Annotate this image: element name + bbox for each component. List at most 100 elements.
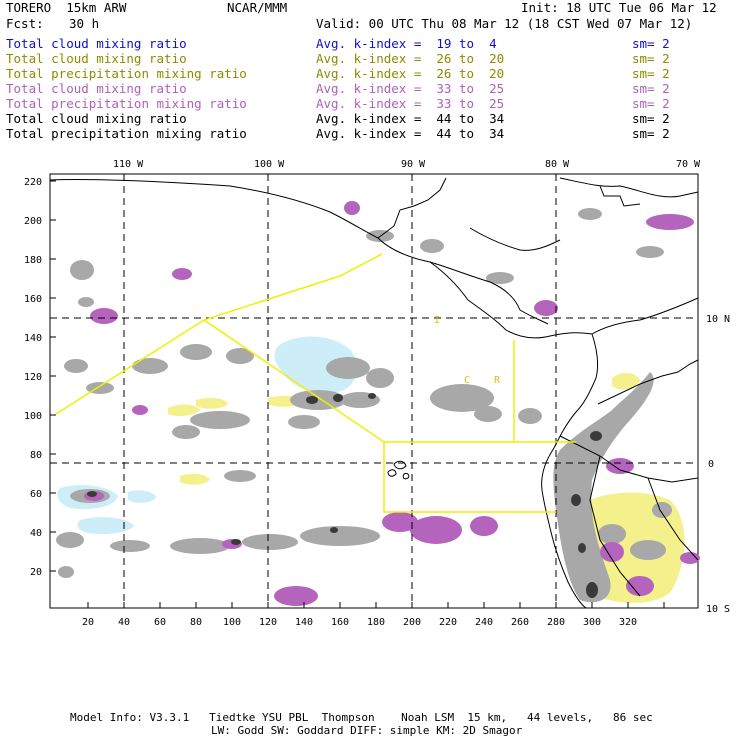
dark-cores: [87, 393, 602, 598]
legend-row: Total precipitation mixing ratio Avg. k-…: [0, 66, 740, 81]
purple-patch: [626, 576, 654, 596]
gray-cloud-patch: [58, 566, 74, 578]
country-border: [559, 435, 699, 483]
gray-cloud-patch: [300, 526, 380, 546]
dark-core: [330, 527, 338, 533]
legend-row: Total precipitation mixing ratio Avg. k-…: [0, 126, 740, 141]
purple-patch: [534, 300, 558, 316]
gray-cloud-patch: [430, 384, 494, 412]
gray-cloud-patch: [326, 357, 370, 379]
legend-kindex: Avg. k-index = 19 to 4: [316, 36, 497, 51]
galapagos-island: [402, 473, 410, 480]
legend-field: Total precipitation mixing ratio: [6, 126, 247, 141]
x-tick-label: 220: [439, 617, 457, 628]
y-axis: [50, 180, 56, 572]
lon-label: 110 W: [113, 159, 144, 170]
x-tick-label: 180: [367, 617, 385, 628]
gray-cloud-patch: [652, 502, 672, 518]
legend-smoothing: sm= 2: [632, 111, 670, 126]
region-label: I: [434, 315, 440, 326]
x-tick-label: 240: [475, 617, 493, 628]
legend-field: Total cloud mixing ratio: [6, 51, 187, 66]
purple-patch: [172, 268, 192, 280]
purple-patch: [382, 512, 418, 532]
x-tick-label: 200: [403, 617, 421, 628]
gray-cloud-patch: [518, 408, 542, 424]
yellow-patch: [168, 404, 200, 417]
lon-label: 80 W: [545, 159, 570, 170]
legend-field: Total precipitation mixing ratio: [6, 96, 247, 111]
yellow-patch: [196, 397, 228, 409]
model-info: Model Info: V3.3.1 Tiedtke YSU PBL Thomp…: [70, 711, 653, 724]
gray-cloud-patch: [190, 411, 250, 429]
gray-cloud-patch: [110, 540, 150, 552]
gray-cloud-patch: [224, 470, 256, 482]
gray-cloud-patch: [474, 406, 502, 422]
gray-cloud-patch: [578, 208, 602, 220]
lat-lon-grid: [50, 174, 698, 608]
x-tick-label: 60: [154, 617, 166, 628]
region-label: R: [494, 375, 501, 386]
legend-smoothing: sm= 2: [632, 81, 670, 96]
region-labels: I C R: [434, 315, 501, 386]
dark-core: [231, 539, 241, 545]
region-boxes: [55, 253, 576, 513]
gray-cloud-patch: [486, 272, 514, 284]
x-axis: [87, 602, 665, 608]
forecast-label: Fcst:: [6, 16, 44, 31]
yellow-patch: [180, 473, 210, 485]
region-boundary: [203, 319, 556, 513]
gray-cloud-patch: [636, 246, 664, 258]
coastlines: [49, 177, 699, 609]
lat-label: 10 N: [706, 314, 730, 325]
dark-core: [306, 396, 318, 404]
light-cloud-patch: [77, 517, 134, 534]
x-tick-label: 160: [331, 617, 349, 628]
gray-cloud-patch: [553, 372, 654, 603]
gray-cloud-patch: [288, 415, 320, 429]
y-tick-label: 140: [24, 333, 42, 344]
x-tick-label: 20: [82, 617, 94, 628]
legend-field: Total cloud mixing ratio: [6, 36, 187, 51]
purple-precip-areas: [84, 201, 700, 606]
gray-cloud-patch: [170, 538, 230, 554]
dark-core: [590, 431, 602, 441]
legend-kindex: Avg. k-index = 33 to 25: [316, 81, 505, 96]
coastline-path: [469, 227, 561, 251]
init-time: Init: 18 UTC Tue 06 Mar 12: [521, 0, 717, 15]
x-tick-label: 140: [295, 617, 313, 628]
dark-core: [571, 494, 581, 506]
legend-row: Total cloud mixing ratio Avg. k-index = …: [0, 81, 740, 96]
map-header: TORERO 15km ARW NCAR/MMM Init: 18 UTC Tu…: [0, 0, 740, 145]
legend-smoothing: sm= 2: [632, 51, 670, 66]
light-cloud-patch: [274, 336, 357, 394]
x-tick-label: 300: [583, 617, 601, 628]
legend-field: Total cloud mixing ratio: [6, 111, 187, 126]
gray-cloud-patch: [366, 368, 394, 388]
gray-cloud-patch: [70, 260, 94, 280]
coastline-path: [541, 333, 599, 609]
latitude-labels: 10 N 0 10 S: [706, 314, 730, 615]
y-tick-label: 60: [30, 489, 42, 500]
purple-patch: [410, 516, 462, 544]
legend-row: Total cloud mixing ratio Avg. k-index = …: [0, 111, 740, 126]
x-tick-label: 80: [190, 617, 202, 628]
yellow-patch: [612, 372, 640, 390]
gray-cloud-patch: [242, 534, 298, 550]
legend-kindex: Avg. k-index = 26 to 20: [316, 66, 505, 81]
gray-cloud-patch: [420, 239, 444, 253]
legend-smoothing: sm= 2: [632, 96, 670, 111]
y-tick-label: 40: [30, 528, 42, 539]
purple-patch: [600, 542, 624, 562]
country-border: [647, 477, 699, 561]
y-tick-label: 120: [24, 372, 42, 383]
y-tick-label: 180: [24, 255, 42, 266]
dark-core: [586, 582, 598, 598]
y-tick-label: 200: [24, 216, 42, 227]
x-tick-label: 40: [118, 617, 130, 628]
gray-cloud-patch: [180, 344, 212, 360]
y-tick-label: 100: [24, 411, 42, 422]
model-name: TORERO 15km ARW: [6, 0, 127, 15]
gray-cloud-patch: [598, 524, 626, 544]
